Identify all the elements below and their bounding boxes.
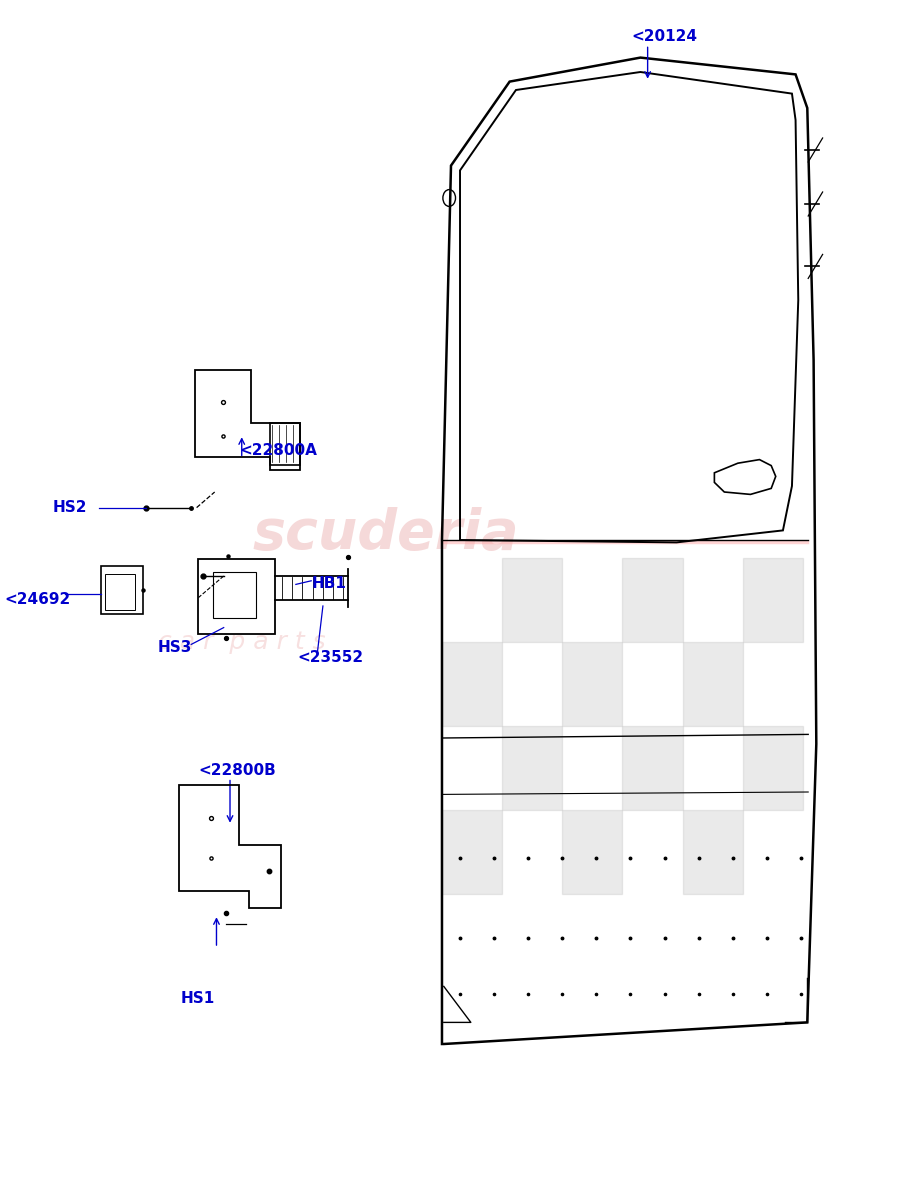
Bar (562, 810, 622, 894)
Text: HB1: HB1 (311, 576, 346, 590)
Bar (622, 558, 683, 642)
Text: HS2: HS2 (52, 500, 87, 515)
Bar (683, 810, 742, 894)
Text: <22800B: <22800B (198, 763, 276, 778)
Bar (442, 642, 502, 726)
Text: <22800A: <22800A (239, 443, 317, 458)
Bar (622, 726, 683, 810)
Text: <24692: <24692 (5, 593, 70, 607)
Bar (502, 726, 562, 810)
Text: HS3: HS3 (158, 641, 192, 655)
Bar (683, 642, 742, 726)
Text: c a r  p a r t s: c a r p a r t s (158, 630, 326, 654)
Bar (562, 642, 622, 726)
Bar (442, 810, 502, 894)
Text: <20124: <20124 (631, 29, 697, 44)
Text: scuderia: scuderia (253, 506, 520, 560)
Bar (742, 726, 803, 810)
Text: <23552: <23552 (298, 650, 364, 665)
Bar (213, 572, 256, 618)
Bar (105, 574, 135, 610)
Bar (198, 559, 275, 634)
Bar (101, 566, 143, 614)
Bar (502, 558, 562, 642)
Bar (271, 422, 300, 464)
Text: HS1: HS1 (180, 991, 215, 1006)
Bar (742, 558, 803, 642)
